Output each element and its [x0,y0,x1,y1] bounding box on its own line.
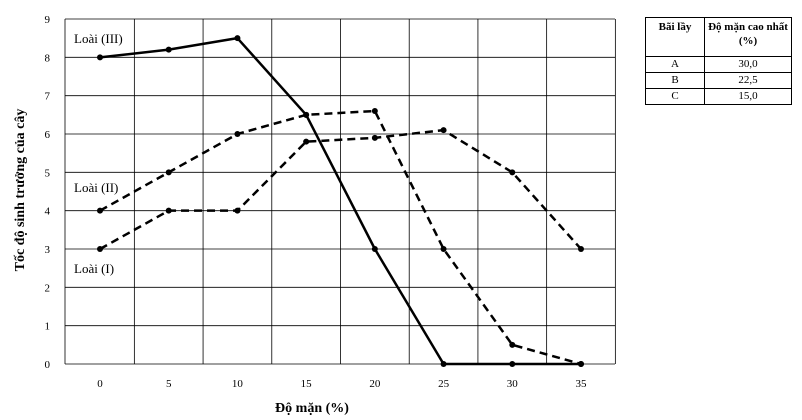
series-point [578,246,584,252]
x-tick-label: 15 [301,378,313,390]
series-line-1 [99,36,581,366]
x-tick-label: 0 [97,378,103,390]
y-tick-label: 1 [45,321,51,333]
x-tick-label: 35 [576,378,588,390]
series-line-2 [99,109,582,366]
series-point [303,138,310,145]
y-tick-label: 6 [45,129,51,141]
x-tick-label: 25 [438,378,450,390]
salinity-table-header-max-salinity: Độ mặn cao nhất (%) [704,17,792,57]
table-row: C 15,0 [645,88,792,105]
series-point [578,361,584,367]
chart-grid [64,18,616,365]
series-point [165,169,172,176]
table-cell-site: A [645,56,705,73]
table-cell-max-salinity: 30,0 [704,56,792,73]
series-point [165,207,172,214]
series-label-loai-i: Loài (I) [74,261,114,276]
x-axis-title: Độ mặn (%) [275,401,349,416]
table-row: B 22,5 [645,72,792,89]
series-point [371,108,378,114]
series-point [234,207,241,214]
salinity-table-header-site: Bãi lầy [645,17,705,57]
series-label-loai-ii: Loài (II) [74,180,118,195]
y-tick-label: 8 [45,52,51,64]
y-tick-label: 5 [45,167,51,179]
y-tick-label: 9 [45,14,51,26]
y-tick-label: 2 [45,282,51,294]
series-point [509,361,516,367]
series-point [234,35,241,42]
series-line-3 [99,128,582,251]
x-tick-label: 30 [507,378,519,390]
series-point [97,246,103,252]
y-axis-title: Tốc độ sinh trưởng của cây [13,109,28,272]
series-point [509,169,516,176]
x-tick-label: 10 [232,378,244,390]
salinity-table-header-row: Bãi lầy Độ mặn cao nhất (%) [645,17,792,57]
series-point [440,246,447,252]
x-tick-label: 20 [369,378,381,390]
y-tick-label: 3 [45,244,51,256]
series-point [303,111,310,118]
chart-series [97,35,584,367]
series-point [371,134,378,141]
table-cell-max-salinity: 15,0 [704,88,792,105]
table-cell-site: B [645,72,705,89]
series-point [440,361,447,367]
x-tick-label: 5 [166,378,172,390]
y-tick-label: 7 [45,91,51,103]
series-point [371,246,378,252]
salinity-table: Bãi lầy Độ mặn cao nhất (%) A 30,0 B 22,… [645,17,792,105]
series-point [97,54,103,61]
y-tick-label: 0 [45,359,51,371]
table-row: A 30,0 [645,56,792,73]
series-point [165,46,172,53]
table-cell-site: C [645,88,705,105]
series-point [509,341,516,348]
series-label-loai-iii: Loài (III) [74,31,123,46]
series-point [234,131,241,137]
table-cell-max-salinity: 22,5 [704,72,792,89]
y-tick-label: 4 [45,206,51,218]
chart-tick-labels: 0 5 10 15 20 25 30 35 0 1 2 3 4 5 6 7 8 9 [45,14,588,390]
series-point [440,127,447,134]
series-point [97,207,103,214]
